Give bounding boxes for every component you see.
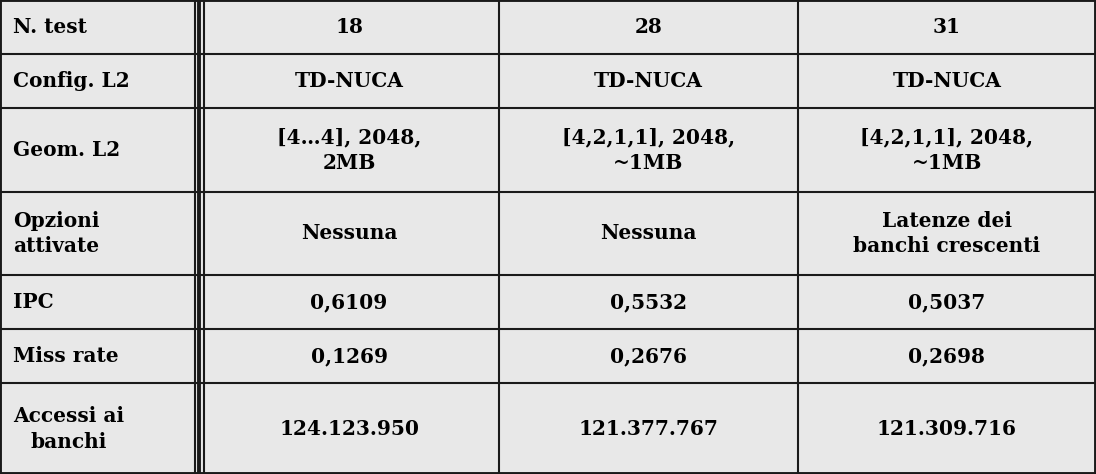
Bar (499, 191, 798, 275)
Bar (199, 0, 499, 54)
Text: Geom. L2: Geom. L2 (13, 140, 121, 160)
Bar (0, 54, 199, 109)
Text: Accessi ai
banchi: Accessi ai banchi (13, 406, 124, 452)
Bar (798, 109, 1096, 191)
Bar (199, 191, 499, 275)
Text: 121.309.716: 121.309.716 (877, 419, 1017, 439)
Bar (0, 329, 199, 383)
Bar (798, 329, 1096, 383)
Bar (199, 109, 499, 191)
Bar (199, 329, 499, 383)
Bar (798, 191, 1096, 275)
Bar (0, 275, 199, 329)
Bar (798, 275, 1096, 329)
Text: 28: 28 (635, 17, 662, 37)
Bar (199, 383, 499, 474)
Bar (798, 54, 1096, 109)
Text: 0,6109: 0,6109 (310, 292, 388, 312)
Bar (499, 0, 798, 54)
Bar (0, 109, 199, 191)
Text: 0,2676: 0,2676 (609, 346, 687, 366)
Text: 0,5037: 0,5037 (909, 292, 985, 312)
Text: TD-NUCA: TD-NUCA (594, 72, 703, 91)
Text: Latenze dei
banchi crescenti: Latenze dei banchi crescenti (854, 210, 1040, 256)
Text: 0,1269: 0,1269 (310, 346, 388, 366)
Bar (798, 383, 1096, 474)
Text: N. test: N. test (13, 17, 87, 37)
Text: 31: 31 (933, 17, 961, 37)
Text: Nessuna: Nessuna (600, 223, 697, 243)
Text: [4,2,1,1], 2048,
~1MB: [4,2,1,1], 2048, ~1MB (562, 128, 734, 173)
Text: 0,5532: 0,5532 (609, 292, 687, 312)
Text: Opzioni
attivate: Opzioni attivate (13, 210, 100, 256)
Bar (0, 383, 199, 474)
Bar (798, 0, 1096, 54)
Bar (199, 54, 499, 109)
Text: 124.123.950: 124.123.950 (279, 419, 419, 439)
Text: 18: 18 (335, 17, 363, 37)
Text: 0,2698: 0,2698 (909, 346, 985, 366)
Text: IPC: IPC (13, 292, 54, 312)
Text: Config. L2: Config. L2 (13, 72, 129, 91)
Bar (199, 275, 499, 329)
Bar (499, 275, 798, 329)
Text: TD-NUCA: TD-NUCA (892, 72, 1002, 91)
Bar (499, 383, 798, 474)
Text: [4…4], 2048,
2MB: [4…4], 2048, 2MB (277, 128, 421, 173)
Text: Nessuna: Nessuna (300, 223, 398, 243)
Text: 121.377.767: 121.377.767 (579, 419, 718, 439)
Bar (499, 329, 798, 383)
Bar (0, 191, 199, 275)
Text: [4,2,1,1], 2048,
~1MB: [4,2,1,1], 2048, ~1MB (860, 128, 1034, 173)
Bar (499, 109, 798, 191)
Text: TD-NUCA: TD-NUCA (295, 72, 403, 91)
Bar (0, 0, 199, 54)
Text: Miss rate: Miss rate (13, 346, 118, 366)
Bar (499, 54, 798, 109)
